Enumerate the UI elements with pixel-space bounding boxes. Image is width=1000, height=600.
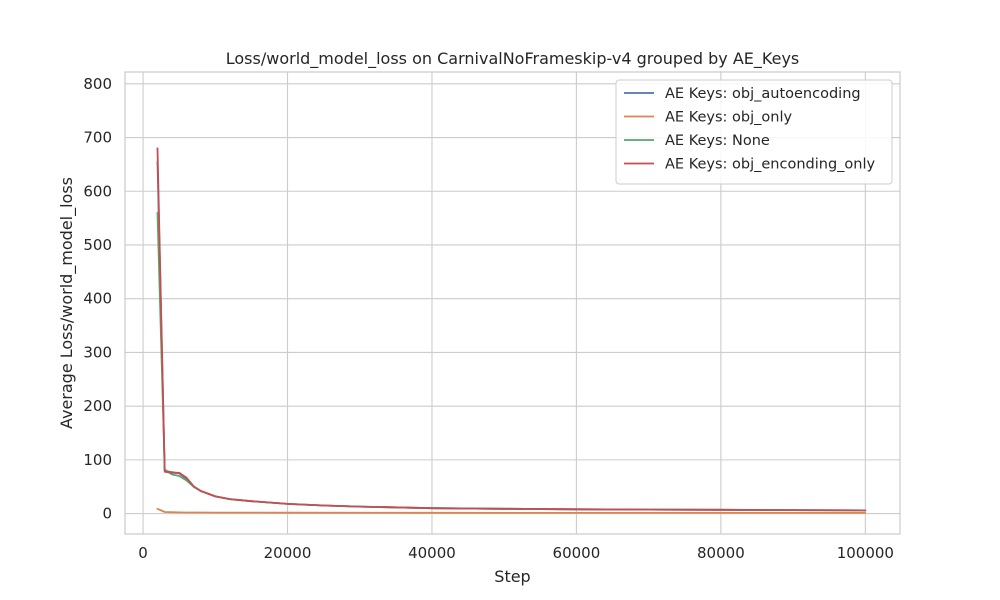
y-tick-labels: 0 100 200 300 400 500 600 700 800 (83, 75, 112, 523)
x-axis-title: Step (494, 567, 530, 586)
x-tick-label: 0 (138, 544, 148, 562)
x-tick-label: 40000 (408, 544, 456, 562)
x-tick-label: 20000 (264, 544, 312, 562)
legend-label: AE Keys: None (665, 133, 770, 149)
series-line-3 (156, 147, 867, 512)
chart-title: Loss/world_model_loss on CarnivalNoFrame… (226, 49, 800, 69)
y-tick-label: 200 (83, 397, 112, 415)
x-tick-label: 80000 (697, 544, 745, 562)
y-tick-label: 0 (102, 505, 112, 523)
legend-label: AE Keys: obj_enconding_only (665, 157, 875, 173)
y-tick-label: 600 (83, 182, 112, 200)
y-tick-label: 400 (83, 290, 112, 308)
series-line-1 (156, 507, 867, 514)
legend-box (615, 79, 893, 185)
legend-label: AE Keys: obj_autoencoding (665, 86, 861, 102)
grid (125, 72, 900, 534)
y-tick-label: 100 (83, 451, 112, 469)
x-tick-label: 60000 (553, 544, 601, 562)
series-layer (156, 147, 867, 514)
legend-label: AE Keys: obj_only (665, 110, 792, 126)
legend: AE Keys: obj_autoencoding AE Keys: obj_on… (615, 79, 893, 185)
y-tick-label: 500 (83, 236, 112, 254)
x-tick-labels: 0 20000 40000 60000 80000 100000 (138, 544, 894, 562)
y-tick-label: 700 (83, 129, 112, 147)
y-tick-label: 300 (83, 343, 112, 361)
x-tick-label: 100000 (837, 544, 894, 562)
y-tick-label: 800 (83, 75, 112, 93)
y-axis-title: Average Loss/world_model_loss (57, 177, 77, 429)
plot-frame (124, 71, 901, 535)
